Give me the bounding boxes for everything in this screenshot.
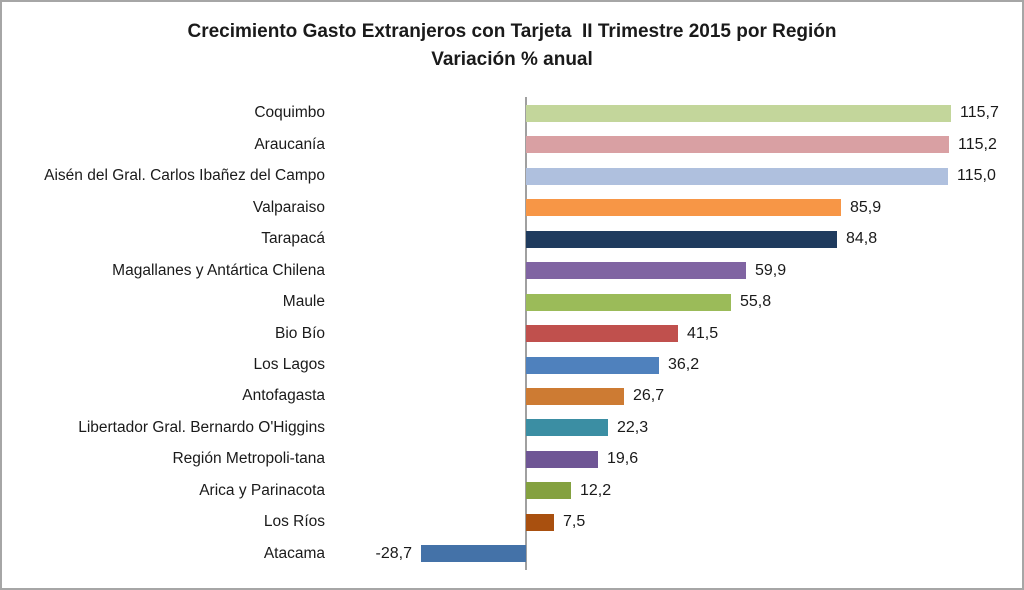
value-label: 115,7 bbox=[960, 104, 999, 122]
bar-row: Valparaiso 85,9 bbox=[2, 192, 1022, 223]
bar bbox=[526, 104, 951, 122]
category-label: Los Lagos bbox=[253, 356, 325, 374]
bar-row: Maule 55,8 bbox=[2, 286, 1022, 317]
category-label: Antofagasta bbox=[242, 387, 325, 405]
bar bbox=[526, 136, 949, 154]
value-label: 85,9 bbox=[850, 198, 882, 216]
bar-row: Atacama -28,7 bbox=[2, 538, 1022, 569]
value-label: 115,0 bbox=[957, 167, 996, 185]
category-label: Coquimbo bbox=[254, 104, 325, 122]
chart-title: Crecimiento Gasto Extranjeros con Tarjet… bbox=[187, 21, 837, 42]
bar-row: Aisén del Gral. Carlos Ibañez del Campo 1… bbox=[2, 161, 1022, 192]
bar bbox=[526, 513, 554, 531]
category-label: Los Ríos bbox=[263, 513, 325, 531]
bar-row: Arica y Parinacota 12,2 bbox=[2, 475, 1022, 506]
value-label: 55,8 bbox=[740, 293, 772, 311]
bar-row: Bio Bío 41,5 bbox=[2, 318, 1022, 349]
bar bbox=[526, 482, 571, 500]
bar bbox=[526, 199, 841, 217]
category-label: Tarapacá bbox=[261, 230, 325, 248]
bar-row: Coquimbo 115,7 bbox=[2, 98, 1022, 129]
bar bbox=[526, 167, 948, 185]
bar-row: Región Metropoli-tana 19,6 bbox=[2, 444, 1022, 475]
bar bbox=[526, 387, 624, 405]
category-label: Araucanía bbox=[254, 135, 325, 153]
bar-row: Araucanía 115,2 bbox=[2, 129, 1022, 160]
category-label: Valparaiso bbox=[252, 198, 325, 216]
value-label: 59,9 bbox=[755, 261, 787, 279]
bar bbox=[526, 356, 659, 374]
value-label: 84,8 bbox=[846, 230, 878, 248]
value-label: 41,5 bbox=[687, 324, 719, 342]
category-label: Maule bbox=[282, 293, 325, 311]
chart-title-block: Crecimiento Gasto Extranjeros con Tarjet… bbox=[2, 18, 1022, 74]
bar-row: Los Ríos 7,5 bbox=[2, 507, 1022, 538]
bar-row: Libertador Gral. Bernardo O'Higgins 22,3 bbox=[2, 412, 1022, 443]
value-label: 26,7 bbox=[633, 387, 665, 405]
bar-row: Los Lagos 36,2 bbox=[2, 349, 1022, 380]
value-label: 22,3 bbox=[617, 418, 649, 436]
bar-row: Antofagasta 26,7 bbox=[2, 381, 1022, 412]
value-label: 115,2 bbox=[958, 135, 997, 153]
bar bbox=[526, 325, 678, 343]
category-label: Atacama bbox=[263, 544, 325, 562]
category-label: Aisén del Gral. Carlos Ibañez del Campo bbox=[44, 167, 325, 185]
bar bbox=[421, 545, 526, 563]
bar-row: Magallanes y Antártica Chilena 59,9 bbox=[2, 255, 1022, 286]
value-label: -28,7 bbox=[375, 544, 412, 562]
bar bbox=[526, 293, 731, 311]
value-label: 7,5 bbox=[563, 513, 586, 531]
bar bbox=[526, 230, 837, 248]
value-label: 19,6 bbox=[607, 450, 639, 468]
category-label: Magallanes y Antártica Chilena bbox=[112, 261, 325, 279]
chart-subtitle: Variación % anual bbox=[431, 49, 593, 70]
bar bbox=[526, 450, 598, 468]
bar bbox=[526, 419, 608, 437]
bar bbox=[526, 262, 746, 280]
category-label: Región Metropoli-tana bbox=[172, 450, 325, 468]
value-label: 36,2 bbox=[668, 356, 700, 374]
value-label: 12,2 bbox=[580, 481, 612, 499]
category-label: Libertador Gral. Bernardo O'Higgins bbox=[78, 418, 325, 436]
category-label: Arica y Parinacota bbox=[199, 481, 325, 499]
bar-row: Tarapacá 84,8 bbox=[2, 224, 1022, 255]
category-label: Bio Bío bbox=[275, 324, 325, 342]
